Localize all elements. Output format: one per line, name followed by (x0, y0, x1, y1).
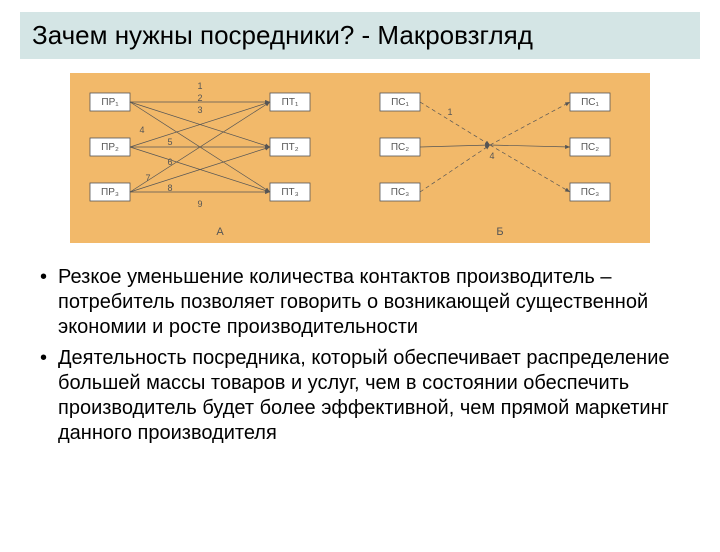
slide-title: Зачем нужны посредники? - Макровзгляд (20, 12, 700, 59)
svg-text:Б: Б (496, 226, 503, 238)
svg-text:ПР₁: ПР₁ (101, 97, 119, 108)
bullet-item: Резкое уменьшение количества контактов п… (40, 265, 680, 340)
svg-text:ПС₃: ПС₃ (581, 187, 599, 198)
svg-text:ПТ₃: ПТ₃ (281, 187, 298, 198)
svg-text:5: 5 (167, 137, 172, 147)
intermediaries-diagram: ПР₁ ПР₂ ПР₃ ПТ₁ ПТ₂ ПТ₃ 1 2 3 4 5 6 7 8 9 А ПС₁ ПС₂ ПС₃ ПС₁… (70, 73, 650, 243)
svg-text:ПТ₁: ПТ₁ (282, 97, 299, 108)
svg-text:8: 8 (167, 183, 172, 193)
svg-text:ПТ₂: ПТ₂ (281, 142, 298, 153)
bullet-list: Резкое уменьшение количества контактов п… (40, 265, 680, 446)
svg-text:9: 9 (197, 199, 202, 209)
svg-text:6: 6 (167, 157, 172, 167)
svg-text:ПС₁: ПС₁ (581, 97, 599, 108)
svg-text:ПР₂: ПР₂ (101, 142, 119, 153)
svg-text:4: 4 (489, 151, 494, 161)
svg-text:1: 1 (447, 107, 452, 117)
svg-text:2: 2 (197, 93, 202, 103)
svg-text:ПС₁: ПС₁ (391, 97, 409, 108)
svg-text:ПС₃: ПС₃ (391, 187, 409, 198)
svg-text:А: А (216, 226, 224, 238)
svg-text:3: 3 (197, 105, 202, 115)
diagram-container: ПР₁ ПР₂ ПР₃ ПТ₁ ПТ₂ ПТ₃ 1 2 3 4 5 6 7 8 9 А ПС₁ ПС₂ ПС₃ ПС₁… (70, 73, 650, 243)
bullet-item: Деятельность посредника, который обеспеч… (40, 346, 680, 446)
svg-text:ПС₂: ПС₂ (391, 142, 409, 153)
svg-text:7: 7 (145, 173, 150, 183)
svg-text:4: 4 (139, 125, 144, 135)
svg-text:ПР₃: ПР₃ (101, 187, 119, 198)
svg-text:ПС₂: ПС₂ (581, 142, 599, 153)
svg-text:1: 1 (197, 81, 202, 91)
